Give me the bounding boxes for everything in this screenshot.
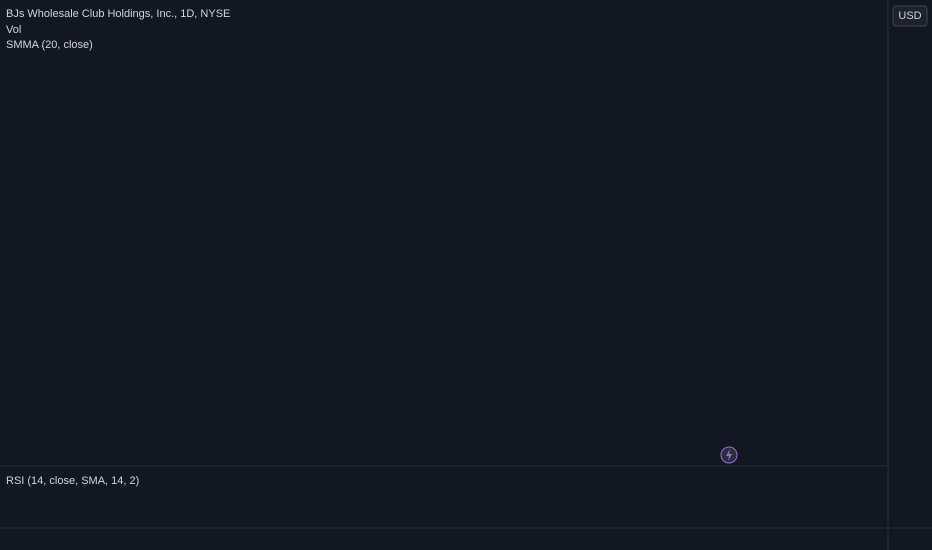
event-icon-bolt [726, 449, 732, 461]
smma-label: SMMA (20, close) [6, 39, 93, 51]
chart-title: BJs Wholesale Club Holdings, Inc., 1D, N… [6, 8, 230, 20]
volume-label: Vol [6, 24, 21, 36]
currency: USD [898, 10, 921, 22]
rsi-label: RSI (14, close, SMA, 14, 2) [6, 475, 139, 487]
currency-button[interactable] [892, 5, 928, 27]
